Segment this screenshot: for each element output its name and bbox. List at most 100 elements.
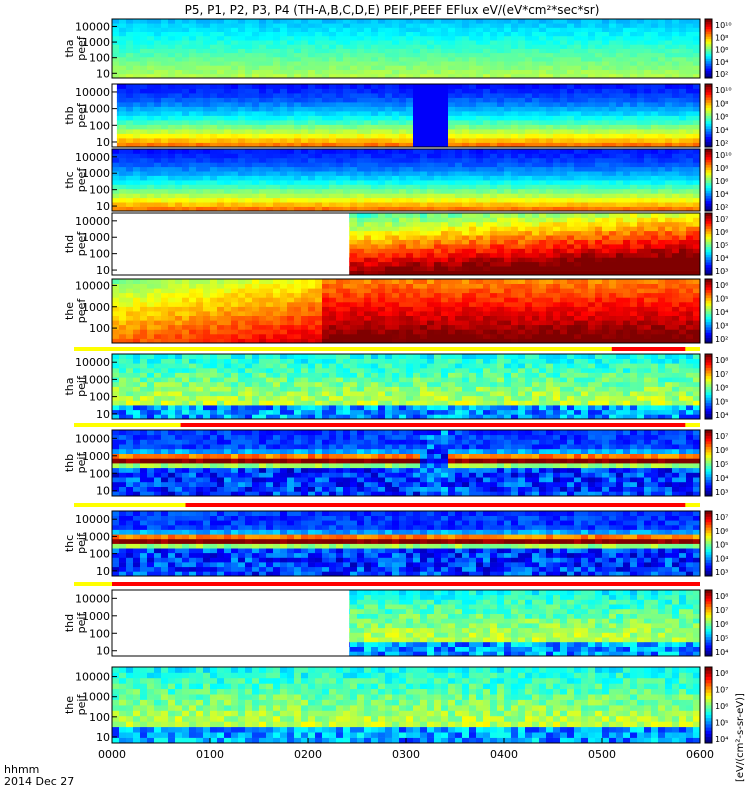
heatmap-cell xyxy=(392,325,399,330)
heatmap-cell xyxy=(189,158,196,163)
heatmap-cell xyxy=(420,107,427,112)
heatmap-cell xyxy=(364,284,371,289)
heatmap-cell xyxy=(511,189,518,194)
heatmap-cell xyxy=(658,222,665,227)
heatmap-cell xyxy=(210,279,217,284)
heatmap-cell xyxy=(546,158,553,163)
heatmap-cell xyxy=(518,84,525,89)
heatmap-cell xyxy=(238,288,245,293)
heatmap-cell xyxy=(630,266,637,271)
heatmap-cell xyxy=(371,213,378,218)
heatmap-cell xyxy=(518,193,525,198)
heatmap-cell xyxy=(462,19,469,24)
colorbar-segment xyxy=(705,249,712,252)
heatmap-cell xyxy=(616,40,623,45)
heatmap-cell xyxy=(266,180,273,185)
heatmap-cell xyxy=(616,44,623,49)
heatmap-cell xyxy=(357,158,364,163)
heatmap-cell xyxy=(133,325,140,330)
heatmap-cell xyxy=(595,262,602,267)
heatmap-cell xyxy=(602,171,609,176)
heatmap-cell xyxy=(546,257,553,262)
heatmap-cell xyxy=(189,153,196,158)
heatmap-cell xyxy=(168,44,175,49)
heatmap-cell xyxy=(637,193,644,198)
heatmap-cell xyxy=(413,244,420,249)
heatmap-cell xyxy=(322,311,329,316)
colorbar-tick-label: 10⁴ xyxy=(715,254,728,263)
heatmap-cell xyxy=(168,202,175,207)
heatmap-cell xyxy=(539,134,546,139)
heatmap-cell xyxy=(588,44,595,49)
heatmap-cell xyxy=(217,120,224,125)
heatmap-cell xyxy=(546,111,553,116)
heatmap-cell xyxy=(504,266,511,271)
heatmap-cell xyxy=(273,36,280,41)
heatmap-cell xyxy=(371,98,378,103)
heatmap-cell xyxy=(406,134,413,139)
heatmap-cell xyxy=(574,222,581,227)
heatmap-cell xyxy=(427,149,434,154)
heatmap-cell xyxy=(343,325,350,330)
heatmap-cell xyxy=(273,89,280,94)
y-tick-label: 10 xyxy=(96,200,110,213)
heatmap-cell xyxy=(609,153,616,158)
heatmap-cell xyxy=(567,262,574,267)
heatmap-cell xyxy=(525,213,532,218)
heatmap-cell xyxy=(343,288,350,293)
heatmap-cell xyxy=(686,217,693,222)
heatmap-cell xyxy=(371,171,378,176)
heatmap-cell xyxy=(189,125,196,130)
heatmap-cell xyxy=(658,19,665,24)
heatmap-cell xyxy=(308,202,315,207)
heatmap-cell xyxy=(686,171,693,176)
heatmap-cell xyxy=(644,129,651,134)
heatmap-cell xyxy=(448,93,455,98)
heatmap-cell xyxy=(546,120,553,125)
heatmap-cell xyxy=(252,111,259,116)
heatmap-cell xyxy=(224,61,231,66)
heatmap-cell xyxy=(532,116,539,121)
heatmap-cell xyxy=(364,129,371,134)
heatmap-cell xyxy=(343,129,350,134)
heatmap-cell xyxy=(574,176,581,181)
heatmap-cell xyxy=(133,107,140,112)
heatmap-cell xyxy=(420,44,427,49)
heatmap-cell xyxy=(322,334,329,339)
heatmap-cell xyxy=(539,57,546,62)
heatmap-cell xyxy=(154,284,161,289)
heatmap-cell xyxy=(308,180,315,185)
heatmap-cell xyxy=(112,19,119,24)
heatmap-cell xyxy=(511,84,518,89)
heatmap-cell xyxy=(448,116,455,121)
heatmap-cell xyxy=(168,184,175,189)
heatmap-cell xyxy=(448,262,455,267)
heatmap-cell xyxy=(406,189,413,194)
heatmap-cell xyxy=(217,57,224,62)
heatmap-cell xyxy=(525,253,532,258)
heatmap-cell xyxy=(238,89,245,94)
heatmap-cell xyxy=(280,302,287,307)
heatmap-cell xyxy=(182,98,189,103)
heatmap-cell xyxy=(539,32,546,37)
heatmap-cell xyxy=(252,102,259,107)
heatmap-cell xyxy=(665,180,672,185)
heatmap-cell xyxy=(553,184,560,189)
heatmap-cell xyxy=(245,116,252,121)
heatmap-cell xyxy=(588,134,595,139)
heatmap-cell xyxy=(392,40,399,45)
heatmap-cell xyxy=(189,149,196,154)
heatmap-cell xyxy=(483,226,490,231)
heatmap-cell xyxy=(546,98,553,103)
heatmap-cell xyxy=(469,158,476,163)
heatmap-cell xyxy=(483,61,490,66)
heatmap-cell xyxy=(119,19,126,24)
heatmap-cell xyxy=(266,279,273,284)
heatmap-cell xyxy=(322,44,329,49)
heatmap-cell xyxy=(210,184,217,189)
heatmap-cell xyxy=(133,49,140,54)
heatmap-cell xyxy=(252,89,259,94)
heatmap-cell xyxy=(518,65,525,70)
heatmap-cell xyxy=(658,129,665,134)
heatmap-cell xyxy=(343,19,350,24)
